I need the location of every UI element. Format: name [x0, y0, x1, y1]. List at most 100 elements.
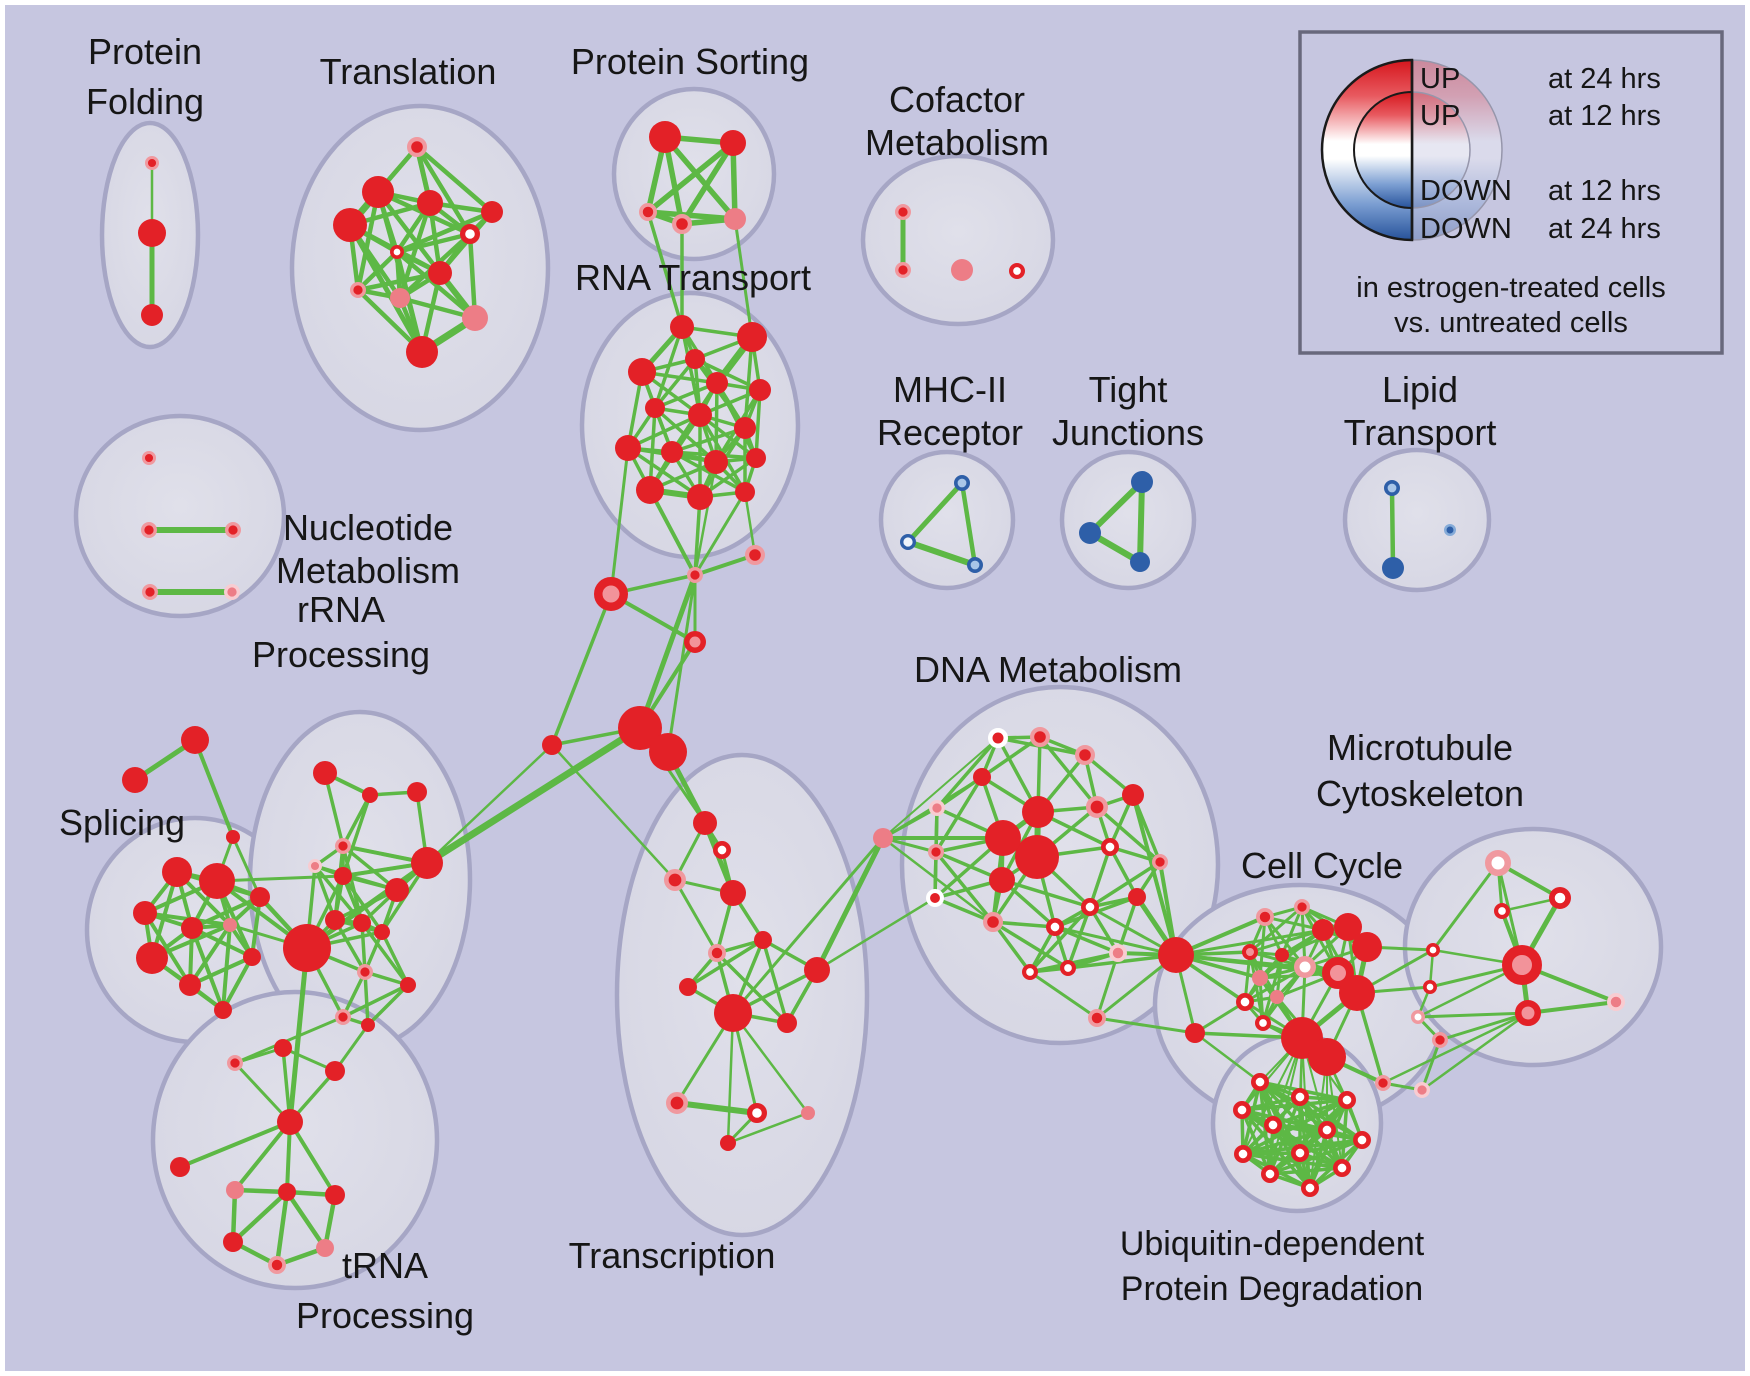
network-node-dna-metabolism-2 [1074, 744, 1095, 765]
network-edge-splicing [221, 955, 254, 1012]
network-node-splicing-4 [223, 918, 237, 932]
network-node-lipid-transport-1 [1382, 557, 1404, 579]
legend-circle-inner-left [1353, 90, 1413, 210]
network-edge-dna-metabolism [1131, 793, 1178, 957]
network-node-protein-sorting-1 [720, 130, 746, 156]
network-link-cell-cycle-microtubule-cytoskeleton [1416, 1011, 1530, 1019]
network-node-spine-8 [181, 726, 209, 754]
network-edge-transcription [715, 951, 789, 1025]
network-edge-splicing [188, 923, 232, 987]
cluster-label-mhc-ii-receptor: MHC-II [893, 369, 1007, 410]
network-link-cell-cycle-ubiquitin-degradation [1309, 1056, 1328, 1189]
network-node-cell-cycle-9 [1312, 919, 1334, 941]
network-node-dna-metabolism-15 [982, 911, 1003, 932]
network-node-dna-metabolism-12 [1100, 838, 1119, 857]
network-node-transcription-12 [801, 1106, 815, 1120]
network-edge-dna-metabolism [1088, 860, 1162, 909]
network-node-spine-4 [618, 706, 662, 750]
network-node-dna-metabolism-11 [1122, 784, 1144, 806]
network-node-rrna-processing-5 [334, 867, 352, 885]
network-node-nucleotide-metabolism-1 [140, 521, 157, 538]
network-link-spine-dna-metabolism [882, 737, 999, 839]
network-node-rna-transport-10 [661, 441, 683, 463]
network-node-spine-3 [684, 631, 706, 653]
cluster-bubble-cofactor-metabolism [860, 153, 1056, 327]
cluster-label-tight-junctions: Junctions [1052, 412, 1204, 453]
network-node-spine-0 [686, 566, 703, 583]
network-node-translation-8 [349, 281, 366, 298]
network-edge-dna-metabolism [1000, 878, 1092, 909]
network-edge-rrna-processing [323, 771, 345, 848]
network-edge-ubiquitin-degradation [1240, 1098, 1349, 1112]
network-edge-dna-metabolism [1028, 905, 1092, 974]
cluster-label-microtubule-cytoskeleton: Microtubule [1327, 727, 1513, 768]
network-edge-dna-metabolism [933, 896, 995, 924]
network-node-ubiquitin-degradation-3 [1232, 1100, 1251, 1119]
network-edge-trna-processing [233, 1120, 292, 1192]
network-edge-rna-transport [653, 325, 684, 410]
network-edge-lipid-transport [1389, 485, 1396, 571]
legend-circle-inner-right [1411, 91, 1471, 209]
network-node-rrna-processing-8 [325, 910, 345, 930]
network-node-spine-1 [744, 544, 765, 565]
cluster-label-rrna-processing: rRNA [297, 589, 385, 630]
network-node-rrna-processing-10 [374, 924, 390, 940]
network-edge-cell-cycle [1248, 905, 1304, 954]
network-node-cell-cycle-19 [1432, 1032, 1449, 1049]
network-node-microtubule-cytoskeleton-4 [1515, 1000, 1541, 1026]
network-link-cell-cycle-ubiquitin-degradation [1301, 1037, 1311, 1189]
network-node-rrna-processing-7 [411, 847, 443, 879]
network-node-trna-processing-4 [170, 1157, 190, 1177]
network-edge-rrna-processing [304, 860, 430, 951]
network-node-splicing-0 [162, 857, 192, 887]
network-node-protein-sorting-4 [724, 208, 746, 230]
network-node-cell-cycle-8 [1254, 1015, 1271, 1032]
network-node-spine-9 [122, 767, 148, 793]
network-node-transcription-9 [804, 957, 830, 983]
network-node-rna-transport-5 [749, 379, 771, 401]
network-edge-spine [637, 572, 698, 731]
network-node-ubiquitin-degradation-0 [1250, 1072, 1269, 1091]
network-edge-trna-processing [230, 1189, 290, 1245]
network-node-cell-cycle-16 [1425, 943, 1440, 958]
network-edge-trna-processing [284, 1189, 328, 1251]
network-node-transcription-4 [754, 931, 772, 949]
network-edge-dna-metabolism [1038, 735, 1099, 809]
network-edge-rna-transport [626, 446, 702, 499]
cluster-label-transcription: Transcription [569, 1235, 776, 1276]
network-node-ubiquitin-degradation-10 [1332, 1158, 1351, 1177]
network-node-cofactor-metabolism-1 [894, 261, 911, 278]
network-edge-trna-processing [288, 1120, 337, 1197]
network-edge-protein-sorting [662, 134, 738, 222]
network-node-spine-7 [873, 828, 893, 848]
network-node-transcription-13 [720, 1135, 736, 1151]
network-link-cell-cycle-ubiquitin-degradation [1242, 1037, 1303, 1155]
network-node-rna-transport-0 [670, 315, 694, 339]
network-edge-tight-junctions [1087, 479, 1145, 536]
network-edge-dna-metabolism [934, 850, 995, 924]
network-edge-dna-metabolism [1088, 845, 1112, 909]
network-edge-rrna-processing [363, 970, 370, 1027]
network-node-dna-metabolism-9 [989, 867, 1015, 893]
network-node-rna-transport-6 [645, 398, 665, 418]
network-node-cell-cycle-10 [1334, 913, 1362, 941]
network-node-mhc-ii-receptor-2 [966, 556, 983, 573]
network-nodes-layer [122, 121, 1626, 1275]
network-node-translation-3 [333, 208, 367, 242]
network-node-dna-metabolism-24 [1185, 1023, 1205, 1043]
network-edge-tight-junctions [1137, 479, 1145, 565]
network-node-splicing-5 [136, 942, 168, 974]
network-node-splicing-1 [199, 863, 235, 899]
network-node-cell-cycle-2 [1242, 944, 1258, 960]
network-link-rna-transport-spine [648, 488, 697, 577]
network-node-dna-metabolism-20 [1021, 964, 1038, 981]
cluster-bubble-tight-junctions [1059, 449, 1197, 591]
network-edge-dna-metabolism [1095, 1016, 1197, 1035]
cluster-label-mhc-ii-receptor: Receptor [877, 412, 1023, 453]
network-node-spine-2 [594, 577, 628, 611]
network-edge-rrna-processing [366, 983, 410, 1027]
network-node-rna-transport-15 [735, 482, 755, 502]
network-edge-cell-cycle [1258, 928, 1325, 980]
network-node-rrna-processing-13 [400, 977, 416, 993]
network-node-ubiquitin-degradation-8 [1290, 1143, 1309, 1162]
